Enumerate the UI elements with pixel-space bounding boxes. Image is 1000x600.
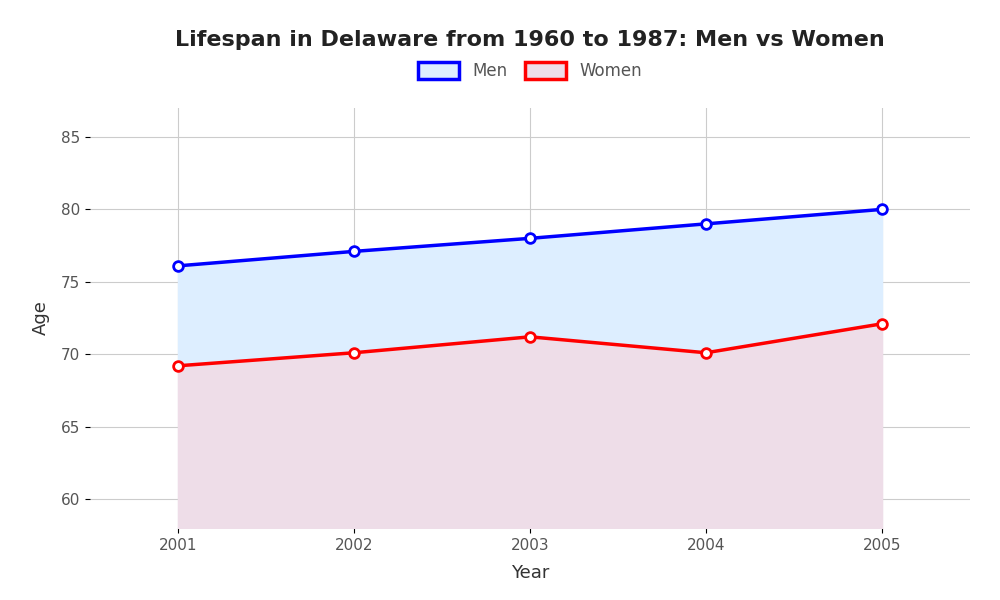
Legend: Men, Women: Men, Women xyxy=(418,62,642,80)
X-axis label: Year: Year xyxy=(511,564,549,582)
Y-axis label: Age: Age xyxy=(32,301,50,335)
Title: Lifespan in Delaware from 1960 to 1987: Men vs Women: Lifespan in Delaware from 1960 to 1987: … xyxy=(175,29,885,49)
